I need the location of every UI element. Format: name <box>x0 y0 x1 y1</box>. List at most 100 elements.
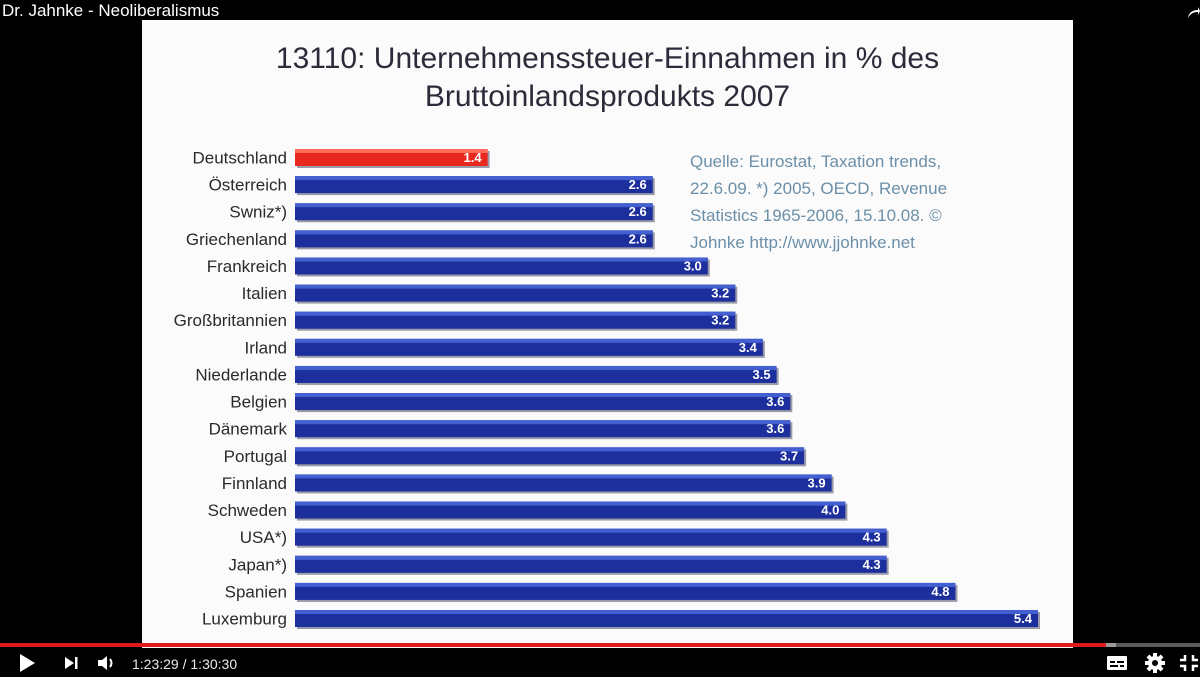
bar <box>295 311 736 329</box>
value-label: 4.3 <box>863 530 881 545</box>
settings-icon <box>1145 652 1165 673</box>
bar <box>295 528 887 546</box>
value-label: 4.0 <box>821 503 839 518</box>
bar-highlight <box>295 149 488 153</box>
current-time: 1:23:29 <box>132 656 179 672</box>
value-label: 1.4 <box>464 150 483 165</box>
category-label: Portugal <box>224 447 287 466</box>
value-label: 4.8 <box>931 584 949 599</box>
source-line: Statistics 1965-2006, 15.10.08. © <box>690 206 942 225</box>
bar-highlight <box>295 230 653 235</box>
time-separator: / <box>182 656 191 672</box>
bar <box>295 149 488 166</box>
source-line: 22.6.09. *) 2005, OECD, Revenue <box>690 179 948 198</box>
play-button[interactable] <box>12 648 42 677</box>
video-title[interactable]: Dr. Jahnke - Neoliberalismus <box>2 1 220 20</box>
bar-highlight <box>295 528 887 533</box>
play-icon <box>20 653 35 672</box>
bar-chart: Deutschland 1.4 Österreich 2.6 Swniz*) 2.6 Gri… <box>174 149 1040 630</box>
bar-highlight <box>295 610 1038 615</box>
slide-title-line-2: Bruttoinlandsprodukts 2007 <box>424 80 791 113</box>
source-note: Quelle: Eurostat, Taxation trends, 22.6.0… <box>690 148 1035 256</box>
value-label: 3.6 <box>766 394 784 409</box>
category-label: Frankreich <box>207 257 287 276</box>
bar <box>295 582 956 600</box>
category-label: Finnland <box>222 474 287 493</box>
bar-highlight <box>295 365 777 370</box>
source-line: Quelle: Eurostat, Taxation trends, <box>690 152 942 171</box>
bar <box>295 420 791 438</box>
category-label: Irland <box>244 338 287 357</box>
bar <box>295 365 777 383</box>
value-label: 3.9 <box>808 475 826 490</box>
progress-fill <box>0 643 1107 647</box>
category-label: Großbritannien <box>174 311 287 330</box>
bar-highlight <box>295 393 791 398</box>
duration: 1:30:30 <box>190 656 238 672</box>
subtitles-button[interactable] <box>1103 648 1131 677</box>
next-button[interactable] <box>58 648 84 677</box>
category-label: Niederlande <box>195 365 287 384</box>
slide-title: 13110: Unternehmenssteuer-Einnahmen in %… <box>142 40 1073 116</box>
exit-fullscreen-icon <box>1180 654 1198 671</box>
bar <box>295 284 736 302</box>
player-controls: 1:23:29 / 1:30:30 <box>0 648 1200 677</box>
bar-highlight <box>295 311 736 316</box>
bar <box>295 555 887 573</box>
bar <box>295 176 653 194</box>
value-label: 3.0 <box>684 258 702 273</box>
bar <box>295 338 763 356</box>
category-label: USA*) <box>240 528 287 547</box>
value-label: 5.4 <box>1014 611 1033 626</box>
exit-fullscreen-button[interactable] <box>1178 648 1200 677</box>
bar-highlight <box>295 338 763 343</box>
bar-highlight <box>295 447 805 452</box>
category-label: Spanien <box>225 582 287 601</box>
bar <box>295 203 653 221</box>
bar-highlight <box>295 284 736 289</box>
settings-button[interactable] <box>1141 648 1169 677</box>
category-label: Schweden <box>208 501 287 520</box>
bar-highlight <box>295 257 708 262</box>
bar-highlight <box>295 420 791 425</box>
value-label: 3.2 <box>711 286 729 301</box>
bar <box>295 474 832 492</box>
bar-highlight <box>295 203 653 208</box>
bar-highlight <box>295 555 887 560</box>
share-icon[interactable] <box>1186 4 1200 20</box>
progress-buffer <box>1106 643 1116 647</box>
source-line: Johnke http://www.jjohnke.net <box>690 233 915 252</box>
category-label: Deutschland <box>192 149 287 168</box>
subtitles-icon <box>1107 655 1127 670</box>
volume-button[interactable] <box>94 648 122 677</box>
bar-highlight <box>295 501 846 506</box>
value-label: 4.3 <box>863 557 881 572</box>
value-label: 3.7 <box>780 448 798 463</box>
bar <box>295 501 846 519</box>
category-label: Italien <box>242 284 287 303</box>
bar <box>295 393 791 411</box>
slide-title-line-1: 13110: Unternehmenssteuer-Einnahmen in %… <box>275 42 940 75</box>
value-label: 2.6 <box>629 204 647 219</box>
value-label: 3.6 <box>766 421 784 436</box>
category-label: Swniz*) <box>229 203 287 222</box>
next-icon <box>65 656 78 669</box>
bar <box>295 230 653 248</box>
bar <box>295 610 1038 628</box>
bar <box>295 257 708 275</box>
time-display: 1:23:29 / 1:30:30 <box>132 656 237 672</box>
value-label: 3.4 <box>739 340 758 355</box>
bar <box>295 447 805 465</box>
progress-bar[interactable] <box>0 643 1200 647</box>
category-label: Griechenland <box>186 230 287 249</box>
volume-icon <box>98 655 113 670</box>
value-label: 3.5 <box>752 367 770 382</box>
category-label: Belgien <box>230 393 287 412</box>
category-label: Luxemburg <box>202 610 287 629</box>
value-label: 2.6 <box>629 177 647 192</box>
value-label: 3.2 <box>711 313 729 328</box>
bar-highlight <box>295 176 653 181</box>
bar-highlight <box>295 582 956 587</box>
value-label: 2.6 <box>629 231 647 246</box>
category-label: Dänemark <box>209 420 288 439</box>
